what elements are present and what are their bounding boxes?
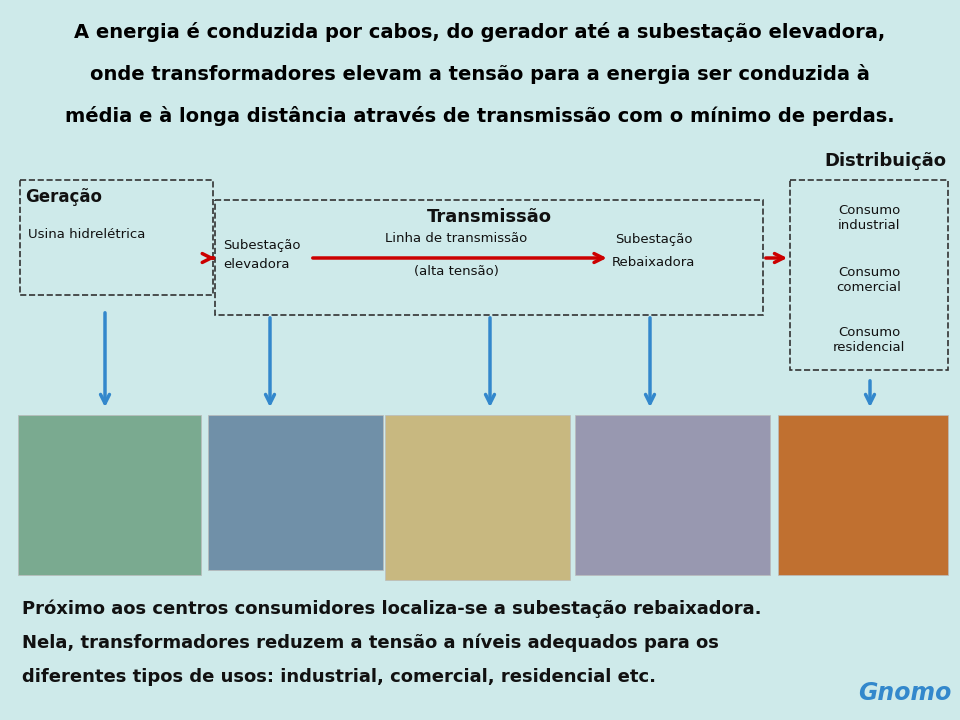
- Text: Geração: Geração: [25, 188, 102, 206]
- Text: onde transformadores elevam a tensão para a energia ser conduzida à: onde transformadores elevam a tensão par…: [90, 64, 870, 84]
- Text: Nela, transformadores reduzem a tensão a níveis adequados para os: Nela, transformadores reduzem a tensão a…: [22, 634, 719, 652]
- Bar: [20, 180, 213, 295]
- Text: Usina hidrelétrica: Usina hidrelétrica: [28, 228, 145, 241]
- Text: Próximo aos centros consumidores localiza-se a subestação rebaixadora.: Próximo aos centros consumidores localiz…: [22, 600, 761, 618]
- Text: elevadora: elevadora: [223, 258, 290, 271]
- Text: média e à longa distância através de transmissão com o mínimo de perdas.: média e à longa distância através de tra…: [65, 106, 895, 126]
- Text: Distribuição: Distribuição: [824, 152, 946, 170]
- Text: Gnomo: Gnomo: [858, 681, 951, 705]
- Text: Consumo
industrial: Consumo industrial: [838, 204, 900, 232]
- Bar: [778, 415, 948, 575]
- Text: Subestação: Subestação: [614, 233, 692, 246]
- Text: Rebaixadora: Rebaixadora: [612, 256, 695, 269]
- Text: diferentes tipos de usos: industrial, comercial, residencial etc.: diferentes tipos de usos: industrial, co…: [22, 668, 656, 686]
- Bar: [575, 415, 770, 575]
- Bar: [385, 415, 570, 580]
- Text: Linha de transmissão: Linha de transmissão: [385, 232, 527, 245]
- Text: (alta tensão): (alta tensão): [414, 266, 498, 279]
- Text: Consumo
residencial: Consumo residencial: [833, 326, 905, 354]
- Text: Subestação: Subestação: [223, 238, 300, 251]
- Bar: [18, 415, 201, 575]
- Text: Consumo
comercial: Consumo comercial: [836, 266, 901, 294]
- Bar: [208, 415, 383, 570]
- Bar: [790, 180, 948, 370]
- Text: Transmissão: Transmissão: [426, 208, 551, 226]
- Bar: [215, 200, 763, 315]
- Text: A energia é conduzida por cabos, do gerador até a subestação elevadora,: A energia é conduzida por cabos, do gera…: [74, 22, 886, 42]
